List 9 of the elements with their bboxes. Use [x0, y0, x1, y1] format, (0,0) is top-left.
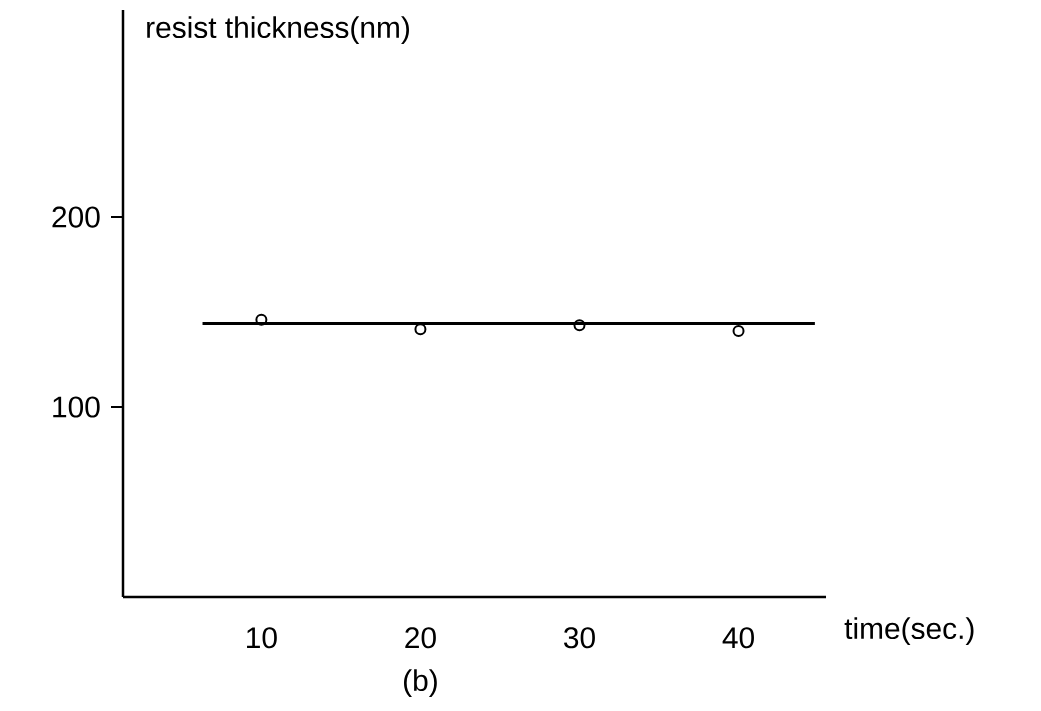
y-tick-label: 200: [52, 206, 100, 228]
x-tick-label: 10: [247, 627, 277, 649]
x-tick-label: 30: [564, 627, 595, 649]
text: (b): [404, 669, 437, 698]
x-tick-label: 40: [722, 627, 754, 649]
y-axis-title: resist thickness(nm): [147, 16, 409, 44]
x-axis-title: time(sec.): [844, 617, 974, 646]
y-tick-label: 100: [53, 396, 100, 418]
x-tick-label: 20: [405, 627, 436, 649]
